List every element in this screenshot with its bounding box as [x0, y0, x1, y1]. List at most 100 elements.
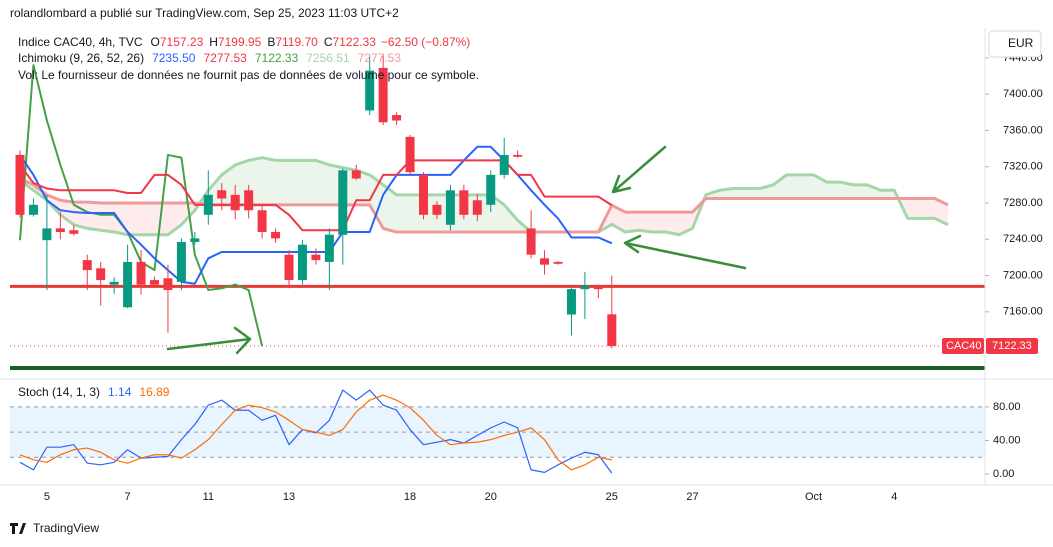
cloud [60, 200, 74, 225]
y-tick-label: 40.00 [993, 434, 1021, 446]
cloud [141, 203, 155, 235]
candle-body [190, 238, 200, 242]
cloud [840, 182, 854, 199]
cloud [289, 160, 303, 205]
candle-body [472, 200, 482, 215]
candle-body [82, 260, 92, 271]
y-tick-label: 7160.00 [1003, 306, 1043, 318]
ichimoku-value: 7277.53 [203, 51, 247, 65]
brand-name: TradingView [33, 521, 99, 535]
candle-body [580, 285, 590, 290]
candle-body [432, 204, 442, 215]
candle-body [365, 70, 375, 111]
symbol-tag: CAC40 [946, 340, 981, 352]
x-tick-label: 7 [125, 491, 131, 503]
x-tick-label: 5 [44, 491, 50, 503]
ohlc-label: O [151, 35, 160, 49]
candle-body [526, 228, 536, 255]
x-tick-label: 20 [485, 491, 497, 503]
currency[interactable]: EUR [1008, 36, 1034, 50]
cloud [504, 204, 518, 233]
cloud [665, 212, 680, 235]
arrow [166, 326, 252, 355]
price-legend: Indice CAC40, 4h, TVC O7157.23 H7199.95 B71… [18, 35, 470, 49]
currency-box[interactable] [988, 30, 1042, 58]
candle-body [203, 194, 213, 215]
leading-span-a [19, 156, 949, 237]
arrow [611, 145, 667, 194]
y-tick-label: 7320.00 [1003, 161, 1043, 173]
cloud [934, 198, 949, 225]
candle-body [338, 170, 348, 235]
y-tick-label: 80.00 [993, 401, 1021, 413]
cloud [87, 202, 101, 231]
ichimoku-value: 7235.50 [152, 51, 196, 65]
ohlc-label: C [324, 35, 333, 49]
cloud [800, 174, 814, 199]
last-price-box [986, 337, 1038, 354]
cloud [907, 198, 922, 219]
candle-body [405, 136, 415, 173]
cloud [396, 194, 411, 233]
brand: TradingView [10, 521, 99, 535]
cloud [867, 184, 881, 199]
volume-note: Vol: Le fournisseur de données ne fourni… [18, 68, 479, 82]
candle-body [176, 241, 186, 282]
author-line: rolandlombard a publié sur TradingView.c… [10, 6, 399, 20]
ichimoku-value: 7256.51 [306, 51, 350, 65]
last-price-label: 7122.33 [992, 340, 1032, 352]
ohlc-value: 7157.23 [160, 35, 204, 49]
candle-body [566, 289, 576, 315]
y-tick-label: 7360.00 [1003, 124, 1043, 136]
candle-body [163, 278, 173, 291]
ichimoku-value: 7122.33 [255, 51, 299, 65]
candle-body [351, 170, 361, 179]
candle-body [150, 280, 159, 285]
cloud [786, 174, 801, 199]
candle-body [445, 190, 455, 225]
candle-body [55, 228, 65, 233]
stoch-value: 16.89 [139, 385, 169, 399]
candle-body [257, 210, 267, 233]
stoch-legend: Stoch (14, 1, 3) 1.14 16.89 [18, 385, 170, 399]
candle-body [15, 154, 25, 215]
candle-body [499, 154, 509, 175]
cloud [827, 182, 841, 199]
cloud [100, 203, 115, 233]
symbol: Indice CAC40, 4h, TVC [18, 35, 143, 49]
stoch-pane [10, 389, 985, 474]
candle-body [419, 174, 428, 215]
cloud [652, 212, 666, 233]
ohlc-value: 7119.70 [275, 35, 318, 49]
logo [10, 523, 26, 534]
candle-body [553, 261, 563, 264]
candle-body [607, 314, 617, 346]
stoch-line [19, 389, 613, 474]
y-tick-label: 0.00 [993, 468, 1014, 480]
candle-body [593, 285, 603, 290]
y-tick-label: 7400.00 [1003, 88, 1043, 100]
candle-body [217, 190, 227, 199]
ohlc-label: B [267, 35, 275, 49]
x-tick-label: Oct [805, 491, 822, 503]
candle-body [297, 244, 307, 281]
candle-body [69, 230, 79, 234]
currency-button[interactable]: EUR [988, 30, 1042, 58]
stoch-line [19, 394, 612, 471]
leading-span-b [19, 177, 949, 234]
y-tick-label: 7240.00 [1003, 233, 1043, 245]
cloud [369, 174, 384, 229]
candle-body [96, 268, 106, 281]
y-tick-label: 7280.00 [1003, 197, 1043, 209]
candle-body [109, 281, 119, 285]
x-tick-label: 13 [283, 491, 295, 503]
cloud [853, 184, 868, 199]
cloud [921, 198, 935, 219]
candle-body [230, 194, 240, 211]
symbol-tag-box [942, 337, 984, 354]
change: −62.50 (−0.87%) [381, 35, 470, 49]
candle-body [28, 204, 38, 215]
cloud [302, 160, 316, 205]
cloud [356, 170, 370, 205]
ohlc-value: 7122.33 [333, 35, 377, 49]
